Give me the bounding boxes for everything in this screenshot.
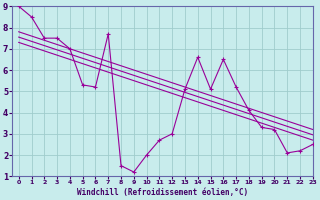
X-axis label: Windchill (Refroidissement éolien,°C): Windchill (Refroidissement éolien,°C) <box>77 188 248 197</box>
